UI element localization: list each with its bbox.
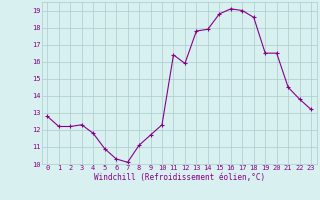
X-axis label: Windchill (Refroidissement éolien,°C): Windchill (Refroidissement éolien,°C) [94, 173, 265, 182]
